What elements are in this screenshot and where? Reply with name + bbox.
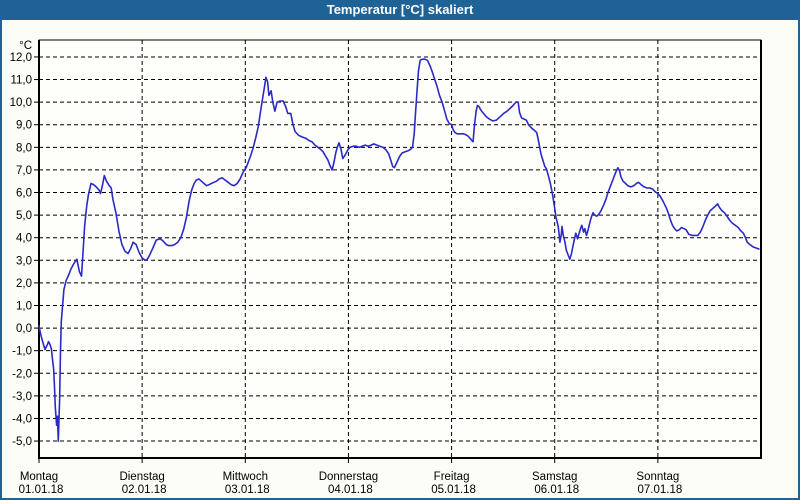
y-axis-tick-label: 7,0 [16, 165, 32, 177]
x-axis-date-label: 06.01.18 [534, 484, 579, 496]
y-axis-tick-label: -2,0 [12, 368, 32, 380]
y-axis-tick-label: -3,0 [12, 391, 32, 403]
x-axis-day-label: Samstag [532, 471, 577, 483]
window-title-bar[interactable]: Temperatur [°C] skaliert [0, 0, 800, 20]
x-axis-day-label: Freitag [434, 471, 470, 483]
y-axis-tick-label: 9,0 [16, 120, 32, 132]
x-axis-day-label: Sonntag [636, 471, 679, 483]
y-axis-tick-label: 3,0 [16, 255, 32, 267]
y-axis-tick-label: 8,0 [16, 142, 32, 154]
x-axis-day-label: Mittwoch [223, 471, 268, 483]
y-axis-tick-label: 0,0 [16, 323, 32, 335]
y-axis-tick-label: 10,0 [10, 97, 32, 109]
x-axis-date-label: 03.01.18 [225, 484, 270, 496]
y-axis-tick-label: -5,0 [12, 436, 32, 448]
plot-background [39, 40, 761, 458]
x-axis-date-label: 04.01.18 [328, 484, 373, 496]
y-axis-tick-label: 5,0 [16, 210, 32, 222]
y-axis-tick-label: 1,0 [16, 300, 32, 312]
x-axis-date-label: 05.01.18 [431, 484, 476, 496]
y-axis-tick-label: 6,0 [16, 188, 32, 200]
y-axis-tick-label: -4,0 [12, 413, 32, 425]
y-axis-unit-label: °C [19, 40, 32, 52]
y-axis-tick-label: 4,0 [16, 233, 32, 245]
x-axis-date-label: 07.01.18 [637, 484, 682, 496]
y-axis-tick-label: 2,0 [16, 278, 32, 290]
x-axis-day-label: Donnerstag [319, 471, 378, 483]
y-axis-tick-label: 12,0 [10, 52, 32, 64]
y-axis-tick-label: -1,0 [12, 346, 32, 358]
x-axis-date-label: 02.01.18 [122, 484, 167, 496]
temperature-line [38, 58, 760, 442]
x-axis-day-label: Dienstag [119, 471, 164, 483]
window-title: Temperatur [°C] skaliert [326, 2, 474, 17]
x-axis-day-label: Montag [20, 471, 58, 483]
y-axis-tick-label: 11,0 [10, 75, 32, 87]
x-axis-date-label: 01.01.18 [19, 484, 64, 496]
